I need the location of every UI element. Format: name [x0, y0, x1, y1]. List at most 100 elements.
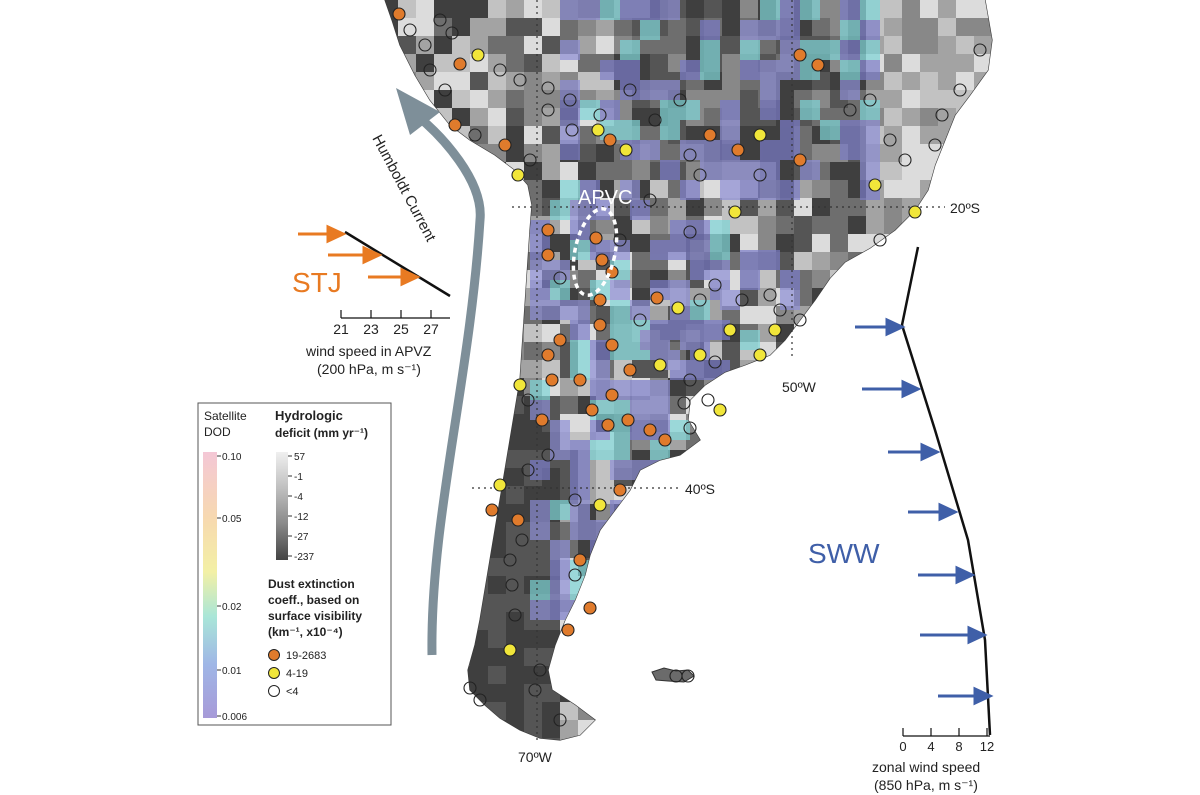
station-mid — [471, 48, 485, 62]
deficit-cell — [740, 126, 758, 144]
station-low — [563, 93, 577, 107]
dod-cell — [610, 500, 630, 520]
deficit-cell — [632, 522, 650, 540]
deficit-cell — [686, 630, 704, 648]
deficit-cell — [506, 468, 524, 486]
deficit-cell — [758, 612, 776, 630]
deficit-cell — [542, 126, 560, 144]
deficit-cell — [632, 540, 650, 558]
deficit-cell — [452, 36, 470, 54]
deficit-cell — [938, 306, 956, 324]
deficit-cell — [776, 720, 794, 738]
station-low — [693, 168, 707, 182]
deficit-cell — [848, 576, 866, 594]
deficit-cell — [920, 198, 938, 216]
deficit-cell — [740, 288, 758, 306]
station-high — [650, 291, 664, 305]
station-low — [953, 83, 967, 97]
deficit-cell — [416, 432, 434, 450]
deficit-cell — [938, 684, 956, 702]
deficit-cell — [794, 702, 812, 720]
dod-cell — [570, 580, 590, 600]
deficit-cell — [596, 738, 614, 740]
deficit-cell — [956, 342, 974, 360]
deficit-cell — [794, 486, 812, 504]
dod-cell — [630, 300, 650, 320]
station-mid — [671, 301, 685, 315]
deficit-cell — [632, 216, 650, 234]
deficit-cell — [704, 198, 722, 216]
dod-cell — [780, 60, 800, 80]
deficit-cell — [722, 72, 740, 90]
dod-cell — [720, 120, 740, 140]
deficit-cell — [740, 522, 758, 540]
deficit-cell — [938, 630, 956, 648]
deficit-cell — [902, 486, 920, 504]
station-low — [873, 233, 887, 247]
deficit-cell — [974, 252, 992, 270]
hydro-tick-label: -27 — [294, 532, 309, 543]
deficit-cell — [385, 72, 398, 90]
dod-cell — [530, 300, 550, 320]
dod-cell — [760, 250, 780, 270]
deficit-cell — [776, 306, 794, 324]
deficit-cell — [992, 198, 1010, 216]
deficit-cell — [452, 738, 470, 740]
dod-cell — [570, 440, 590, 460]
deficit-cell — [884, 144, 902, 162]
deficit-cell — [938, 396, 956, 414]
deficit-cell — [938, 558, 956, 576]
deficit-cell — [992, 216, 1010, 234]
dod-cell — [590, 200, 610, 220]
dod-cell — [550, 200, 570, 220]
station-low — [568, 493, 582, 507]
deficit-cell — [866, 486, 884, 504]
dod-cell — [780, 20, 800, 40]
deficit-cell — [866, 396, 884, 414]
deficit-cell — [488, 666, 506, 684]
deficit-cell — [938, 666, 956, 684]
deficit-cell — [434, 666, 452, 684]
deficit-cell — [812, 432, 830, 450]
deficit-cell — [488, 108, 506, 126]
deficit-cell — [884, 468, 902, 486]
deficit-cell — [488, 216, 506, 234]
deficit-cell — [398, 702, 416, 720]
deficit-cell — [884, 720, 902, 738]
deficit-cell — [776, 198, 794, 216]
deficit-cell — [542, 0, 560, 18]
deficit-cell — [812, 180, 830, 198]
station-mid — [653, 358, 667, 372]
deficit-cell — [398, 144, 416, 162]
deficit-cell — [938, 576, 956, 594]
deficit-cell — [956, 234, 974, 252]
deficit-cell — [830, 504, 848, 522]
deficit-cell — [506, 324, 524, 342]
deficit-cell — [902, 594, 920, 612]
deficit-cell — [398, 558, 416, 576]
deficit-cell — [956, 396, 974, 414]
deficit-cell — [830, 648, 848, 666]
dod-cell — [840, 120, 860, 140]
deficit-cell — [722, 342, 740, 360]
dod-colorbar — [203, 452, 217, 718]
hydro-tick-label: -237 — [294, 552, 314, 563]
deficit-cell — [470, 126, 488, 144]
deficit-cell — [398, 450, 416, 468]
deficit-cell — [740, 306, 758, 324]
deficit-cell — [470, 630, 488, 648]
deficit-cell — [830, 432, 848, 450]
station-mid — [591, 123, 605, 137]
deficit-cell — [596, 180, 614, 198]
deficit-cell — [902, 468, 920, 486]
deficit-cell — [776, 432, 794, 450]
deficit-cell — [830, 612, 848, 630]
deficit-cell — [902, 18, 920, 36]
dod-cell — [700, 140, 720, 160]
deficit-cell — [794, 216, 812, 234]
deficit-cell — [974, 234, 992, 252]
station-high — [643, 423, 657, 437]
deficit-cell — [650, 468, 668, 486]
deficit-cell — [776, 540, 794, 558]
